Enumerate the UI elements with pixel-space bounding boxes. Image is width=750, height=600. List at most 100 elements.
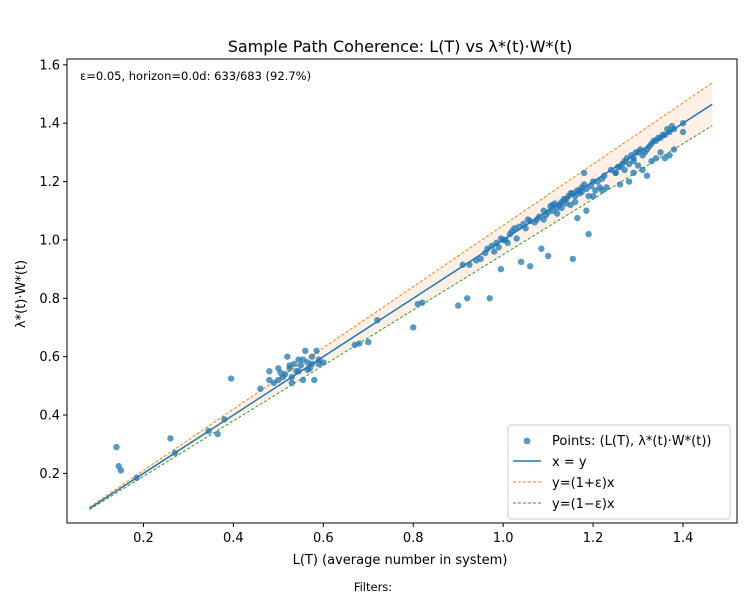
chart-title: Sample Path Coherence: L(T) vs λ*(t)·W*(… — [228, 37, 573, 56]
y-axis-ticks: 0.2 0.4 0.6 0.8 1.0 1.2 1.4 1.6 — [39, 58, 67, 482]
data-point — [652, 155, 660, 162]
legend-marker-points — [523, 437, 531, 445]
data-point — [630, 169, 637, 177]
data-point — [459, 261, 466, 268]
data-point — [311, 376, 318, 384]
y-tick-label: 1.2 — [39, 175, 60, 190]
data-point — [589, 192, 597, 200]
y-axis-label: λ*(t)·W*(t) — [14, 260, 29, 328]
x-tick-label: 1.2 — [583, 531, 604, 546]
data-point — [356, 340, 363, 347]
x-tick-label: 0.2 — [133, 531, 154, 546]
data-point — [659, 131, 667, 139]
x-tick-label: 0.6 — [313, 531, 334, 546]
data-point — [585, 230, 592, 238]
data-point — [167, 435, 174, 442]
data-point — [477, 255, 484, 263]
filters-label: Filters: — [354, 580, 392, 594]
data-point — [221, 416, 228, 423]
data-point — [374, 316, 381, 324]
points-layer — [113, 120, 687, 481]
data-point — [288, 373, 296, 381]
data-point — [295, 368, 302, 375]
data-point — [641, 149, 649, 156]
data-point — [288, 379, 296, 387]
data-point — [214, 430, 221, 438]
data-point — [621, 166, 628, 174]
data-point — [304, 366, 311, 373]
data-point — [490, 248, 498, 255]
y-tick-label: 0.4 — [39, 409, 60, 424]
data-point — [455, 302, 462, 309]
data-point — [513, 235, 520, 242]
data-point — [171, 449, 179, 457]
data-point — [497, 265, 505, 273]
data-point — [612, 169, 619, 177]
data-point — [257, 385, 264, 392]
data-point — [493, 239, 500, 247]
data-point — [313, 347, 320, 355]
legend-box — [507, 424, 731, 520]
legend: Points: (L(T), λ*(t)·W*(t)) x = y y=(1+ε… — [507, 424, 731, 520]
data-point — [666, 152, 673, 159]
data-point — [668, 122, 675, 130]
data-point — [643, 172, 651, 179]
data-point — [619, 160, 626, 168]
data-point — [205, 427, 212, 435]
data-point — [117, 467, 125, 474]
data-point — [506, 230, 514, 238]
data-point — [295, 356, 302, 363]
legend-label-points: Points: (L(T), λ*(t)·W*(t)) — [552, 434, 711, 449]
plot-area: 0.2 0.4 0.6 0.8 1.0 1.2 1.4 0.2 0.4 0.6 0.8 1.0 1.2… — [39, 58, 738, 546]
data-point — [227, 375, 235, 382]
data-point — [419, 299, 426, 306]
data-point — [297, 362, 305, 369]
y-tick-label: 0.2 — [39, 467, 60, 482]
data-point — [538, 245, 545, 252]
data-point — [679, 128, 687, 136]
x-tick-label: 1.0 — [493, 531, 514, 546]
axes-frame — [66, 58, 738, 524]
data-point — [616, 181, 624, 188]
data-point — [526, 262, 534, 270]
x-axis-ticks: 0.2 0.4 0.6 0.8 1.0 1.2 1.4 — [133, 523, 693, 546]
band-layer — [89, 82, 713, 510]
data-point — [553, 210, 561, 217]
tolerance-band — [89, 82, 713, 510]
data-point — [286, 362, 293, 369]
data-point — [365, 338, 372, 346]
data-point — [646, 143, 653, 150]
data-point — [315, 360, 323, 368]
x-tick-label: 0.8 — [403, 531, 424, 546]
data-point — [544, 252, 552, 260]
data-point — [574, 214, 581, 222]
data-point — [630, 157, 637, 165]
data-point — [524, 216, 532, 223]
lower-bound-line — [89, 125, 713, 511]
data-point — [585, 192, 592, 200]
data-point — [517, 258, 525, 266]
data-point — [302, 347, 309, 355]
y-tick-label: 1.0 — [39, 233, 60, 248]
data-point — [625, 178, 633, 185]
data-point — [542, 211, 550, 219]
data-point — [464, 295, 471, 302]
data-point — [580, 169, 588, 177]
data-point — [133, 474, 140, 481]
data-point — [520, 220, 527, 228]
data-point — [634, 162, 642, 169]
data-point — [583, 207, 590, 214]
data-point — [556, 201, 563, 209]
data-point — [308, 360, 316, 368]
data-point — [569, 255, 577, 263]
upper-bound-line — [89, 82, 713, 508]
data-point — [571, 198, 579, 206]
y-tick-label: 0.6 — [39, 350, 60, 365]
x-tick-label: 1.4 — [673, 531, 694, 546]
x-tick-label: 0.4 — [223, 531, 244, 546]
data-point — [601, 172, 608, 179]
data-point — [596, 184, 604, 191]
data-point — [587, 182, 595, 190]
data-point — [502, 236, 509, 244]
